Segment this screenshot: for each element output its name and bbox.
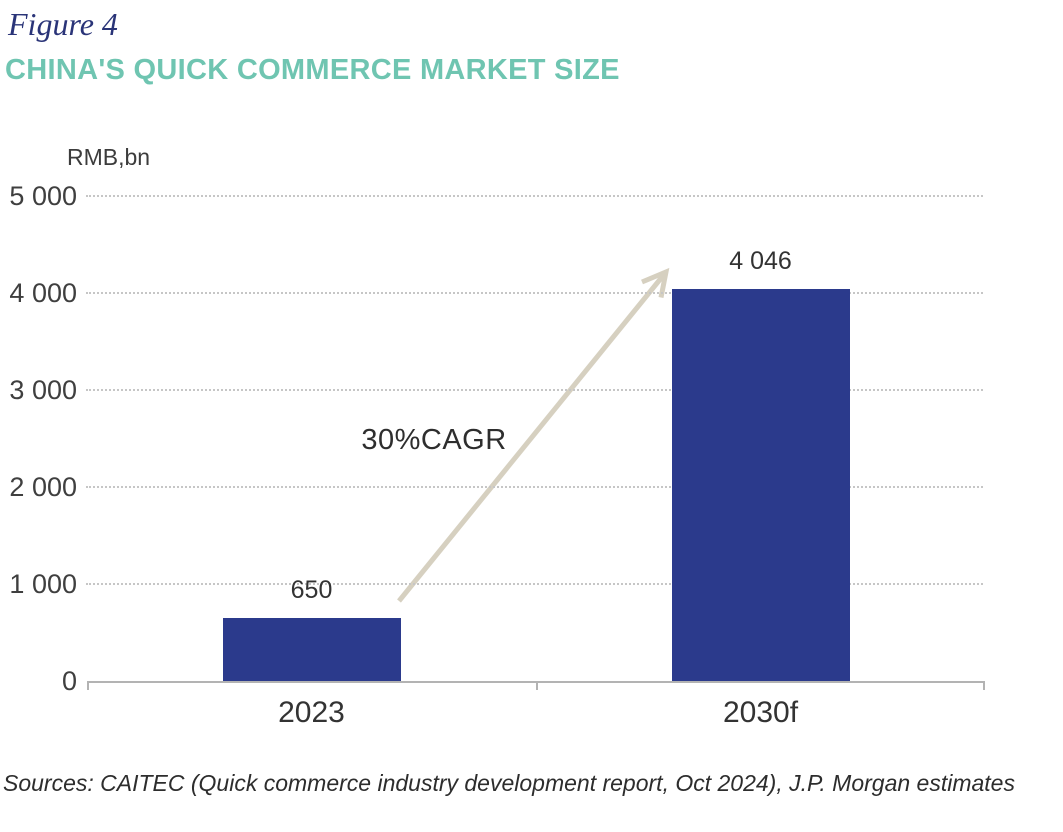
y-gridline (86, 195, 983, 197)
y-gridline (86, 389, 983, 391)
y-axis-tick-label: 2 000 (9, 472, 77, 502)
y-gridline (86, 292, 983, 294)
x-axis-category-label: 2023 (278, 696, 345, 729)
bar-value-label: 4 046 (729, 247, 792, 275)
source-note: Sources: CAITEC (Quick commerce industry… (3, 770, 1015, 796)
y-axis-unit-label: RMB,bn (67, 144, 151, 170)
y-axis-tick-label: 3 000 (9, 375, 77, 405)
y-axis-tick-label: 4 000 (9, 278, 77, 308)
x-axis-tick-mark (983, 681, 985, 690)
x-axis-tick-mark (536, 681, 538, 690)
bar-2030f (671, 289, 850, 681)
x-axis-tick-mark (87, 681, 89, 690)
x-axis-category-label: 2030f (722, 696, 799, 729)
y-axis-tick-label: 1 000 (9, 569, 77, 599)
bar-value-label: 650 (290, 576, 333, 604)
chart-title: CHINA'S QUICK COMMERCE MARKET SIZE (5, 54, 620, 86)
cagr-annotation-label: 30%CAGR (361, 424, 507, 456)
y-axis-tick-label: 5 000 (9, 181, 77, 211)
y-axis-tick-label: 0 (61, 666, 77, 696)
y-gridline (86, 583, 983, 585)
y-gridline (86, 486, 983, 488)
figure-number-label: Figure 4 (8, 6, 118, 42)
bar-2023 (222, 618, 401, 681)
